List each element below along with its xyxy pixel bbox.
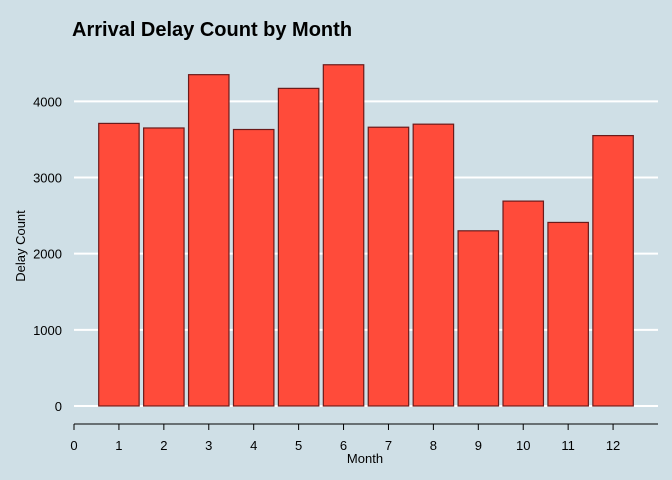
bar-month-1 [98,122,140,407]
bar-month-12 [592,134,634,407]
x-tick-label: 12 [606,438,620,453]
x-tick-label: 2 [160,438,167,453]
chart-title: Arrival Delay Count by Month [72,19,352,41]
x-axis: 0 1 2 3 4 5 6 7 8 9 10 11 12 [70,423,658,453]
bars [98,64,634,407]
y-axis-ticks: 0 1000 2000 3000 4000 [33,94,62,414]
bar-month-9 [457,230,500,407]
x-tick-label: 8 [430,438,437,453]
x-tick-label: 6 [340,438,347,453]
x-tick-label: 0 [70,438,77,453]
y-tick-label: 0 [55,399,62,414]
bar-month-3 [187,74,230,407]
y-tick-label: 3000 [33,170,62,185]
x-tick-label: 9 [475,438,482,453]
bar-month-8 [412,123,455,407]
bar-month-2 [143,127,185,407]
bar-month-10 [502,200,545,407]
bar-month-4 [232,128,275,407]
bar-month-7 [367,126,410,407]
x-tick-label: 4 [250,438,257,453]
x-axis-label: Month [347,451,383,466]
x-tick-label: 10 [516,438,530,453]
bar-month-11 [547,221,589,407]
x-tick-label: 7 [385,438,392,453]
x-tick-label: 11 [561,438,575,453]
bar-month-5 [277,87,320,407]
x-tick-label: 3 [205,438,212,453]
y-tick-label: 2000 [33,247,62,262]
x-tick-label: 5 [295,438,302,453]
y-tick-label: 4000 [33,94,62,109]
y-axis-label: Delay Count [13,210,28,282]
bar-month-6 [322,64,365,407]
y-tick-label: 1000 [33,323,62,338]
x-tick-label: 1 [115,438,122,453]
